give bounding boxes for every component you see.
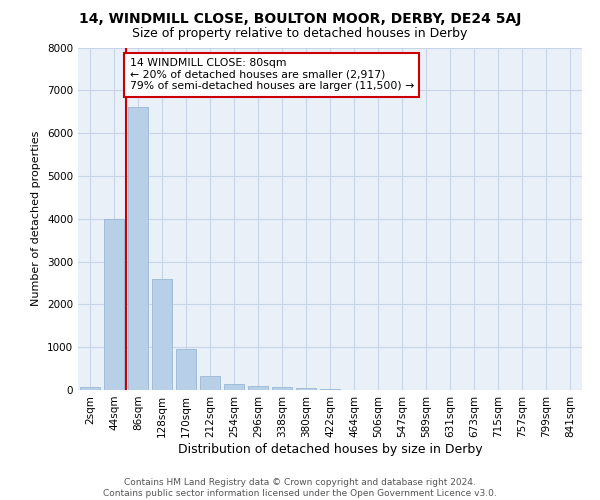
Bar [272,387,292,390]
Y-axis label: Number of detached properties: Number of detached properties [31,131,41,306]
Bar [80,387,100,390]
Text: Size of property relative to detached houses in Derby: Size of property relative to detached ho… [133,28,467,40]
Bar [176,350,196,390]
Bar [104,219,124,390]
Bar [296,388,316,390]
Bar [200,376,220,390]
Bar [320,389,340,390]
Bar [128,108,148,390]
Text: Contains HM Land Registry data © Crown copyright and database right 2024.
Contai: Contains HM Land Registry data © Crown c… [103,478,497,498]
Bar [152,278,172,390]
Bar [248,386,268,390]
X-axis label: Distribution of detached houses by size in Derby: Distribution of detached houses by size … [178,442,482,456]
Bar [224,384,244,390]
Text: 14 WINDMILL CLOSE: 80sqm
← 20% of detached houses are smaller (2,917)
79% of sem: 14 WINDMILL CLOSE: 80sqm ← 20% of detach… [130,58,414,92]
Text: 14, WINDMILL CLOSE, BOULTON MOOR, DERBY, DE24 5AJ: 14, WINDMILL CLOSE, BOULTON MOOR, DERBY,… [79,12,521,26]
